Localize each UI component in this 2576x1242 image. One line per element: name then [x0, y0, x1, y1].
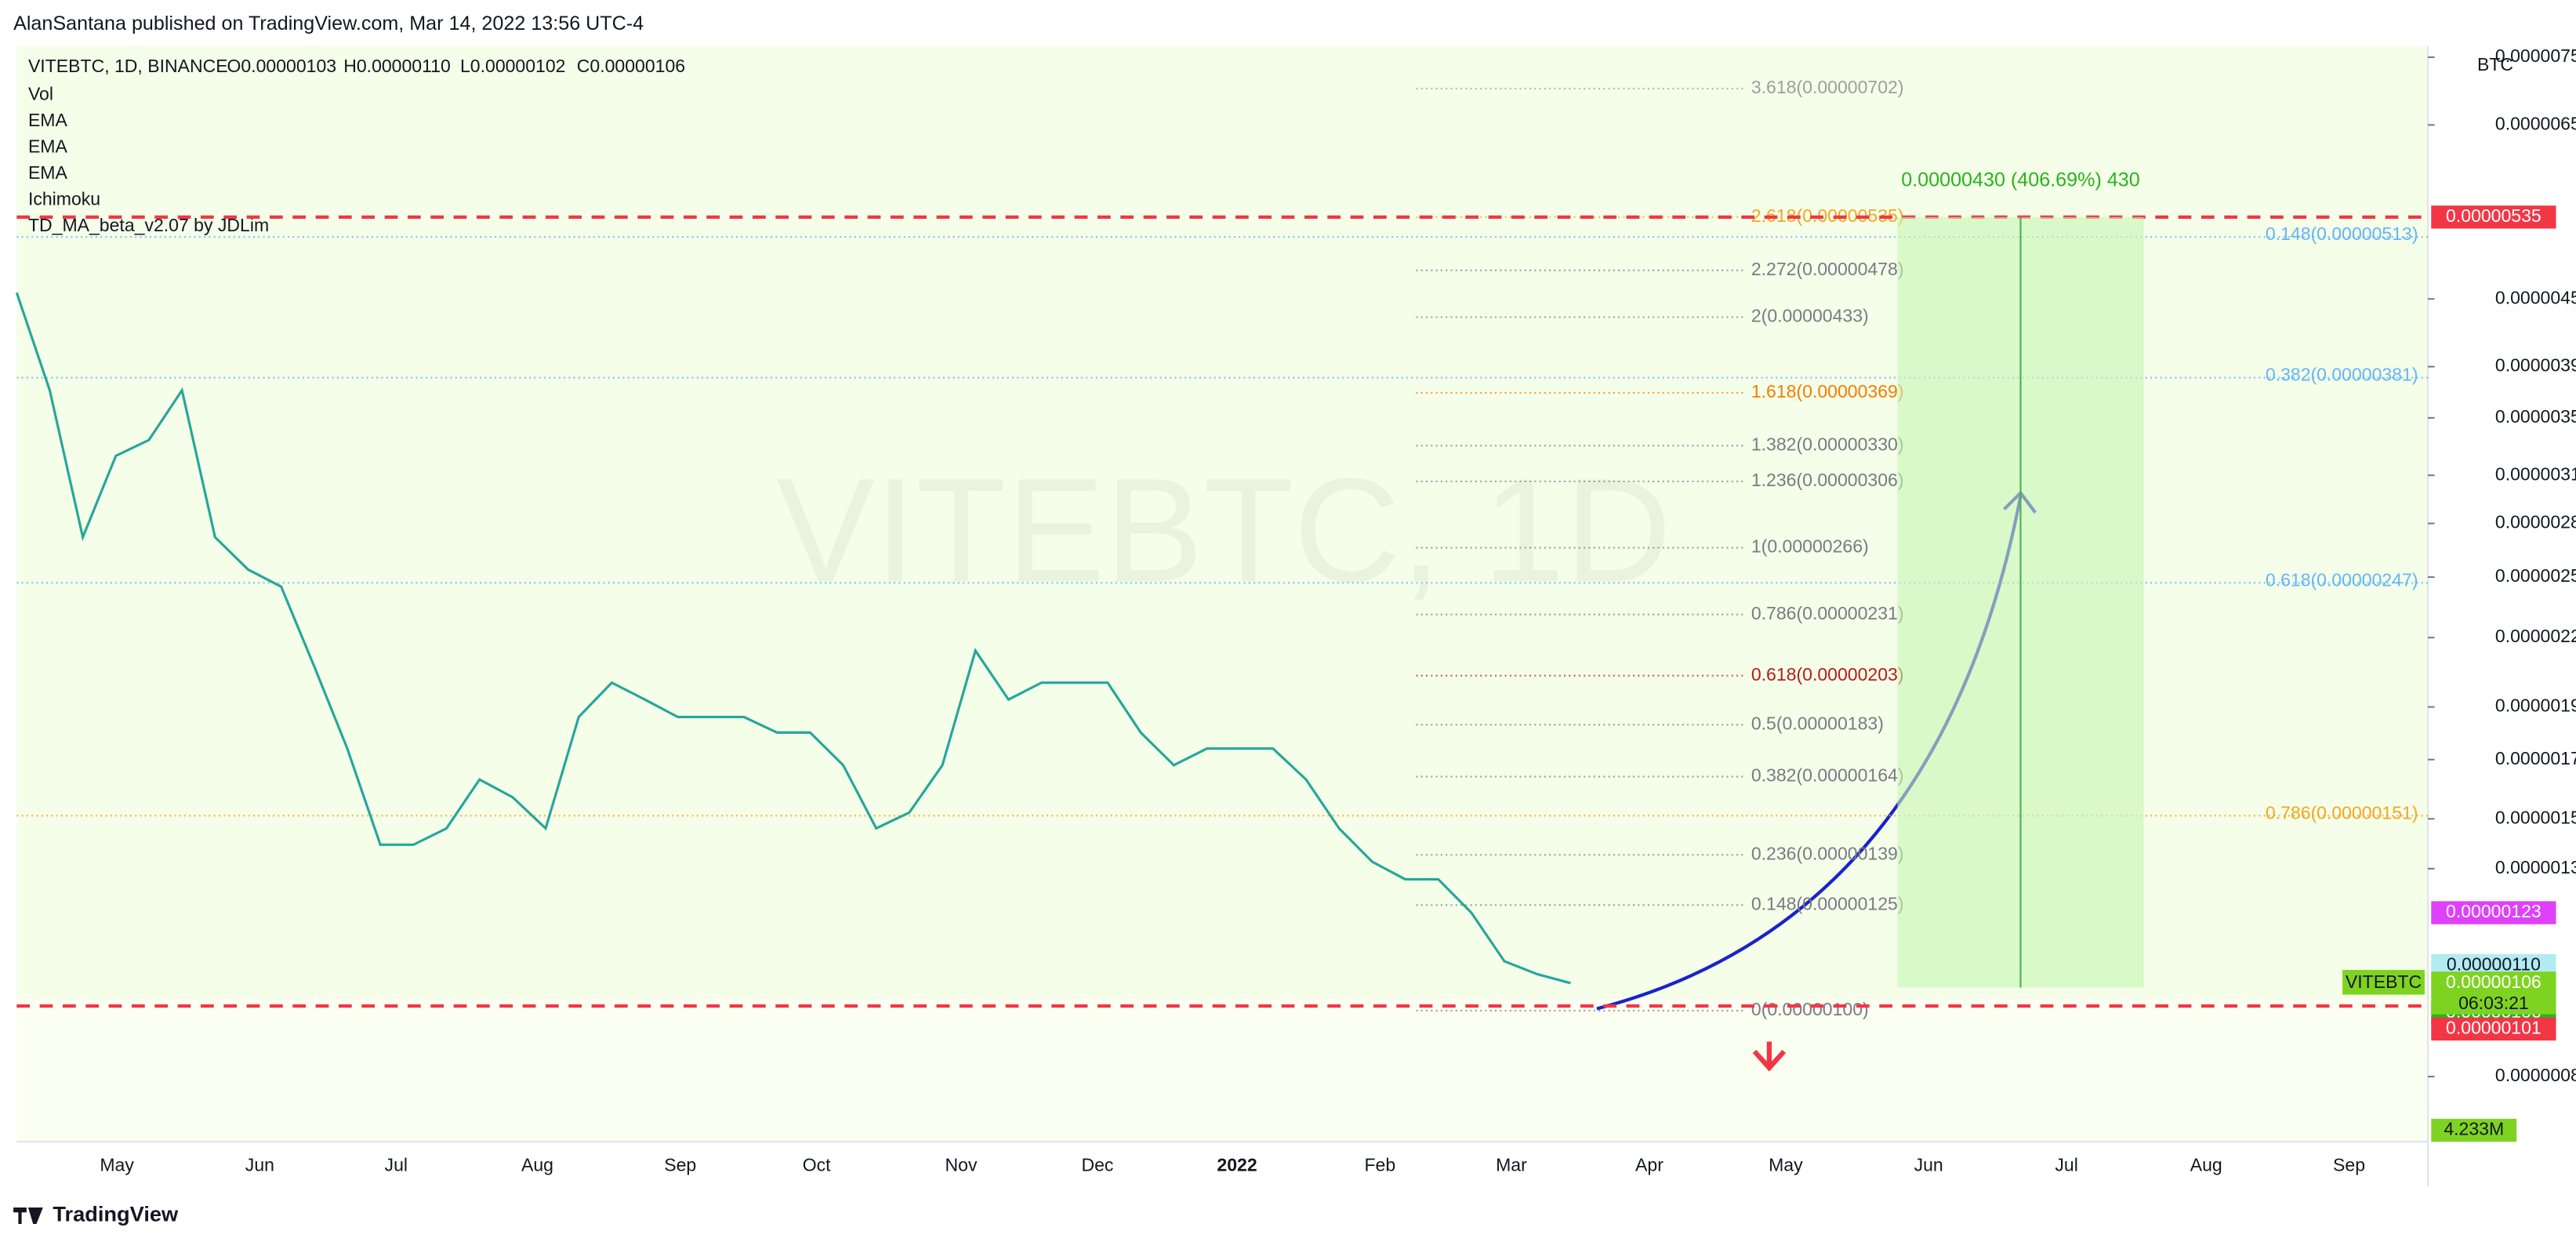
price-tag-label: 0.00000123: [2446, 901, 2542, 921]
y-tick-label: 0.00000170: [2495, 748, 2576, 768]
x-tick-label: 2022: [1217, 1155, 1257, 1175]
x-tick-label: Jun: [245, 1155, 274, 1175]
fib-label: 3.618(0.00000702): [1751, 77, 1904, 97]
y-tick-label: 0.00000450: [2495, 287, 2576, 307]
x-tick-label: Aug: [2190, 1155, 2222, 1175]
volume-tag-bg: [2431, 1118, 2517, 1142]
y-tick-label: 0.00000220: [2495, 626, 2576, 646]
countdown: 06:03:21: [2458, 993, 2529, 1013]
fib-label: 2.272(0.00000478): [1751, 259, 1904, 279]
y-tick-label: 0.00000150: [2495, 807, 2576, 827]
x-tick-label: Mar: [1496, 1155, 1527, 1175]
watermark: VITEBTC, 1D: [776, 447, 1671, 612]
footer: TradingView: [53, 1202, 179, 1226]
y-tick-label: 0.00000190: [2495, 695, 2576, 716]
x-tick-label: Feb: [1364, 1155, 1395, 1175]
x-tick-label: May: [100, 1155, 134, 1175]
y-tick-label: 0.00000087: [2495, 1065, 2576, 1085]
legend-indicator: EMA: [28, 110, 68, 130]
volume-tag: 4.233M: [2444, 1119, 2504, 1139]
symbol-tag: VITEBTC: [2346, 971, 2422, 992]
legend-indicator: EMA: [28, 136, 68, 157]
x-tick-label: Aug: [521, 1155, 553, 1175]
legend-indicator: EMA: [28, 162, 68, 183]
legend-ohlc: H0.00000110: [343, 56, 451, 76]
x-tick-label: Sep: [2333, 1155, 2365, 1175]
x-tick-label: Dec: [1081, 1155, 1113, 1175]
fib-label: 0(0.00000100): [1751, 999, 1869, 1019]
price-tag-label: 0.00000106: [2446, 971, 2542, 992]
fib-label: 0.382(0.00000164): [1751, 765, 1904, 786]
y-tick-label: 0.00000390: [2495, 355, 2576, 376]
fib-label: 1.618(0.00000369): [1751, 381, 1904, 401]
x-tick-label: Apr: [1635, 1155, 1664, 1175]
fib-label: 0.148(0.00000513): [2266, 223, 2418, 244]
price-tag: [2431, 1017, 2556, 1041]
legend-symbol: VITEBTC, 1D, BINANCE: [28, 56, 228, 76]
fib-label: 0.618(0.00000247): [2266, 569, 2418, 590]
price-tag: [2431, 901, 2556, 924]
countdown-bg: [2431, 994, 2556, 1015]
header: AlanSantana published on TradingView.com…: [13, 13, 644, 34]
price-tag: [2431, 971, 2556, 995]
x-tick-label: Jun: [1914, 1155, 1943, 1175]
legend-indicator: Vol: [28, 84, 53, 104]
fib-label: 1.236(0.00000306): [1751, 470, 1904, 490]
x-tick-label: Nov: [945, 1155, 978, 1175]
y-tick-label: 0.00000135: [2495, 857, 2576, 877]
y-tick-label: 0.00000750: [2495, 45, 2576, 66]
logo: [13, 1208, 43, 1224]
measure-label: 0.00000430 (406.69%) 430: [1901, 169, 2140, 191]
legend-ohlc: L0.00000102: [460, 56, 566, 76]
x-tick-label: May: [1769, 1155, 1803, 1175]
y-tick-label: 0.00000310: [2495, 463, 2576, 484]
y-tick-label: 0.00000650: [2495, 113, 2576, 133]
fib-label: 0.786(0.00000231): [1751, 603, 1904, 623]
legend-ohlc: O0.00000103: [227, 56, 336, 76]
x-tick-label: Jul: [385, 1155, 408, 1175]
fib-label: 1(0.00000266): [1751, 536, 1869, 557]
fib-label: 0.236(0.00000139): [1751, 843, 1904, 863]
y-tick-label: 0.00000350: [2495, 406, 2576, 427]
x-tick-label: Sep: [664, 1155, 696, 1175]
arrow-down: [1752, 1041, 1787, 1072]
fib-label: 0.786(0.00000151): [2266, 802, 2418, 823]
fib-label: 0.148(0.00000125): [1751, 893, 1904, 913]
fib-label: 0.618(0.00000203): [1751, 664, 1904, 685]
price-line: [15, 292, 1571, 985]
symbol-tag-bg: [2342, 970, 2425, 995]
price-tag-label: 0.00000101: [2446, 1017, 2542, 1037]
x-tick-label: Jul: [2055, 1155, 2077, 1175]
currency: BTC: [2477, 54, 2513, 74]
legend-ohlc: C0.00000106: [577, 56, 685, 76]
y-tick-label: 0.00000250: [2495, 565, 2576, 586]
x-tick-label: Oct: [803, 1155, 831, 1175]
price-tag: [2431, 205, 2556, 229]
fib-label: 0.5(0.00000183): [1751, 713, 1884, 733]
price-tag-label: 0.00000110: [2447, 954, 2541, 975]
fib-label: 1.382(0.00000330): [1751, 434, 1904, 455]
price-tag-label: 0.00000535: [2446, 205, 2542, 226]
fib-label: 2(0.00000433): [1751, 306, 1869, 326]
y-tick-label: 0.00000280: [2495, 512, 2576, 532]
fib-label: 0.382(0.00000381): [2266, 365, 2418, 385]
legend-indicator: Ichimoku: [28, 189, 100, 209]
